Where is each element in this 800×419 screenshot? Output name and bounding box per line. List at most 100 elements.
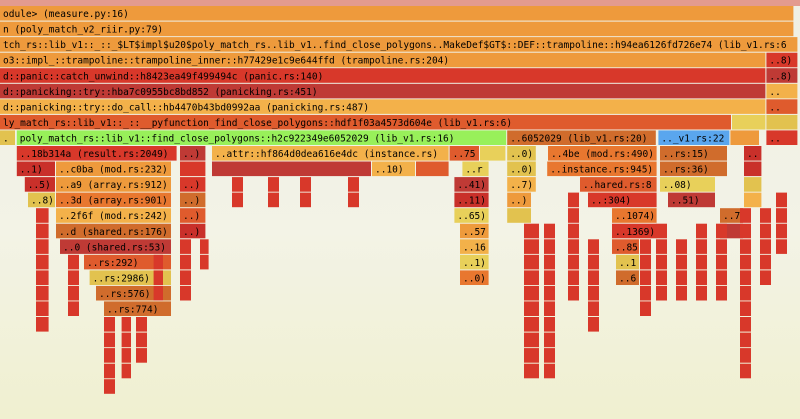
narrow-frame[interactable] — [776, 239, 787, 254]
narrow-frame[interactable] — [104, 379, 115, 394]
frame[interactable] — [732, 114, 766, 130]
frame[interactable] — [744, 161, 762, 177]
narrow-frame[interactable] — [696, 223, 707, 239]
narrow-frame[interactable] — [696, 270, 707, 285]
narrow-frame[interactable] — [716, 270, 727, 285]
frame[interactable]: ..3d (array.rs:901) — [56, 192, 171, 208]
frame[interactable]: .. — [766, 130, 798, 145]
narrow-frame[interactable] — [676, 254, 687, 270]
narrow-frame[interactable] — [36, 317, 49, 332]
narrow-frame[interactable] — [656, 223, 667, 239]
narrow-frame[interactable] — [696, 285, 707, 301]
narrow-frame[interactable] — [68, 254, 79, 270]
frame[interactable]: ..6052029 (lib_v1.rs:20) — [507, 130, 656, 145]
narrow-frame[interactable] — [544, 285, 555, 301]
narrow-frame[interactable] — [716, 223, 727, 239]
frame[interactable]: ..10) — [372, 161, 415, 177]
frame[interactable] — [416, 161, 449, 177]
frame[interactable] — [766, 114, 798, 130]
frame[interactable]: ..5) — [24, 177, 55, 192]
frame[interactable]: ..4be (mod.rs:490) — [548, 146, 657, 161]
frame[interactable]: ..1) — [16, 161, 55, 177]
frame[interactable]: ..) — [180, 177, 206, 192]
narrow-frame[interactable] — [121, 363, 131, 379]
frame[interactable]: ..6 — [616, 270, 639, 285]
narrow-frame[interactable] — [36, 301, 49, 316]
narrow-frame[interactable] — [676, 285, 687, 301]
narrow-frame[interactable] — [200, 254, 209, 270]
frame[interactable]: ..) — [507, 192, 531, 208]
frame[interactable]: ..75 — [449, 146, 479, 161]
narrow-frame[interactable] — [544, 332, 555, 348]
narrow-frame[interactable] — [696, 239, 707, 254]
narrow-frame[interactable] — [640, 239, 651, 254]
narrow-frame[interactable] — [676, 239, 687, 254]
narrow-frame[interactable] — [153, 285, 163, 301]
narrow-frame[interactable] — [760, 254, 771, 270]
frame[interactable] — [180, 161, 206, 177]
narrow-frame[interactable] — [200, 239, 209, 254]
frame[interactable]: . — [0, 130, 15, 145]
frame[interactable]: ..0) — [507, 161, 536, 177]
narrow-frame[interactable] — [640, 285, 651, 301]
narrow-frame[interactable] — [544, 363, 555, 379]
frame[interactable]: ..65) — [454, 208, 489, 223]
narrow-frame[interactable] — [676, 270, 687, 285]
frame[interactable]: ..1074) — [612, 208, 657, 223]
frame[interactable]: ..rs:2986) — [89, 270, 171, 285]
frame[interactable]: ..8) — [766, 52, 798, 68]
narrow-frame[interactable] — [656, 270, 667, 285]
frame[interactable]: ..7 — [720, 208, 743, 223]
frame[interactable]: ..8) — [28, 192, 55, 208]
narrow-frame[interactable] — [268, 192, 279, 208]
narrow-frame[interactable] — [36, 208, 49, 223]
narrow-frame[interactable] — [716, 285, 727, 301]
narrow-frame[interactable] — [740, 285, 751, 301]
narrow-frame[interactable] — [121, 317, 131, 332]
frame[interactable]: ..rs:15) — [660, 146, 727, 161]
narrow-frame[interactable] — [36, 285, 49, 301]
narrow-frame[interactable] — [776, 223, 787, 239]
frame[interactable] — [744, 192, 762, 208]
narrow-frame[interactable] — [180, 254, 191, 270]
frame[interactable]: poly_match_rs::lib_v1::find_close_polygo… — [16, 130, 507, 145]
narrow-frame[interactable] — [104, 332, 115, 348]
narrow-frame[interactable] — [68, 270, 79, 285]
narrow-frame[interactable] — [544, 239, 555, 254]
narrow-frame[interactable] — [740, 332, 751, 348]
frame[interactable]: ..rs:774) — [104, 301, 171, 316]
narrow-frame[interactable] — [740, 254, 751, 270]
frame[interactable]: ..) — [180, 223, 206, 239]
narrow-frame[interactable] — [640, 301, 651, 316]
frame[interactable]: ..85 — [612, 239, 639, 254]
narrow-frame[interactable] — [121, 348, 131, 363]
narrow-frame[interactable] — [588, 285, 599, 301]
narrow-frame[interactable] — [121, 332, 131, 348]
narrow-frame[interactable] — [36, 254, 49, 270]
narrow-frame[interactable] — [568, 208, 579, 223]
narrow-frame[interactable] — [136, 332, 147, 348]
frame[interactable]: ..8) — [766, 68, 798, 83]
frame[interactable]: ..a9 (array.rs:912) — [56, 177, 171, 192]
frame[interactable]: ..:304) — [588, 192, 657, 208]
narrow-frame[interactable] — [153, 270, 163, 285]
narrow-frame[interactable] — [776, 208, 787, 223]
narrow-frame[interactable] — [740, 270, 751, 285]
narrow-frame[interactable] — [300, 177, 311, 192]
narrow-frame[interactable] — [136, 317, 147, 332]
frame[interactable]: .._v1.rs:22 — [658, 130, 730, 145]
narrow-frame[interactable] — [588, 317, 599, 332]
narrow-frame[interactable] — [104, 363, 115, 379]
narrow-frame[interactable] — [524, 285, 539, 301]
frame[interactable]: ..51) — [668, 192, 715, 208]
frame[interactable]: ..attr::hf864d0dea616e4dc (instance.rs) — [212, 146, 449, 161]
frame[interactable] — [480, 146, 506, 161]
narrow-frame[interactable] — [740, 348, 751, 363]
frame[interactable]: ..instance.rs:945) — [547, 161, 657, 177]
frame[interactable]: ..hared.rs:8 — [580, 177, 657, 192]
frame[interactable]: ..57 — [460, 223, 489, 239]
frame[interactable]: ..rs:292) — [84, 254, 171, 270]
narrow-frame[interactable] — [588, 254, 599, 270]
narrow-frame[interactable] — [524, 348, 539, 363]
narrow-frame[interactable] — [180, 270, 191, 285]
